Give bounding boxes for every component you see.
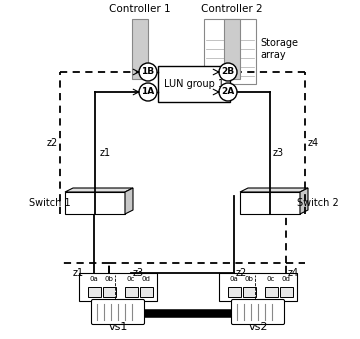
Bar	[243, 287, 256, 297]
Bar	[125, 287, 138, 297]
Text: z4: z4	[288, 268, 299, 278]
Text: 0d: 0d	[281, 276, 290, 282]
Bar	[219, 273, 297, 301]
Bar	[224, 19, 240, 79]
Polygon shape	[240, 188, 308, 192]
FancyBboxPatch shape	[91, 299, 144, 324]
Bar	[88, 287, 101, 297]
Bar	[204, 19, 256, 84]
Bar	[240, 192, 300, 214]
Text: 0c: 0c	[266, 276, 275, 282]
Text: 0b: 0b	[104, 276, 113, 282]
Text: z3: z3	[273, 148, 284, 158]
Bar	[228, 287, 241, 297]
Bar	[132, 19, 148, 79]
Circle shape	[219, 83, 237, 101]
Text: 0a: 0a	[229, 276, 238, 282]
Text: 1A: 1A	[141, 87, 155, 97]
Text: z1: z1	[72, 268, 84, 278]
Text: 2A: 2A	[221, 87, 235, 97]
Text: vs1: vs1	[108, 322, 128, 332]
Bar	[103, 287, 116, 297]
Text: 0a: 0a	[89, 276, 98, 282]
Text: z2: z2	[235, 268, 247, 278]
Text: 2B: 2B	[221, 67, 235, 77]
Polygon shape	[125, 188, 133, 214]
Polygon shape	[300, 188, 308, 214]
Bar	[79, 273, 157, 301]
Bar	[280, 287, 293, 297]
Polygon shape	[65, 188, 133, 192]
Text: z4: z4	[308, 138, 319, 148]
Text: Controller 2: Controller 2	[201, 4, 263, 14]
Text: 0b: 0b	[244, 276, 253, 282]
Text: 0d: 0d	[141, 276, 150, 282]
Text: z2: z2	[47, 138, 58, 148]
Text: Switch 2: Switch 2	[297, 198, 339, 208]
Text: z1: z1	[100, 148, 111, 158]
Text: Storage
array: Storage array	[260, 38, 298, 60]
Text: 1B: 1B	[141, 67, 154, 77]
Text: 0c: 0c	[126, 276, 135, 282]
Text: z3: z3	[132, 268, 144, 278]
Bar	[158, 66, 230, 102]
Text: LUN group 1: LUN group 1	[164, 79, 224, 89]
FancyBboxPatch shape	[231, 299, 284, 324]
Bar	[65, 192, 125, 214]
Text: Controller 1: Controller 1	[109, 4, 171, 14]
Circle shape	[139, 83, 157, 101]
Circle shape	[139, 63, 157, 81]
Text: Switch 1: Switch 1	[29, 198, 71, 208]
Text: vs2: vs2	[248, 322, 268, 332]
Circle shape	[219, 63, 237, 81]
Bar	[265, 287, 278, 297]
Bar	[140, 287, 153, 297]
